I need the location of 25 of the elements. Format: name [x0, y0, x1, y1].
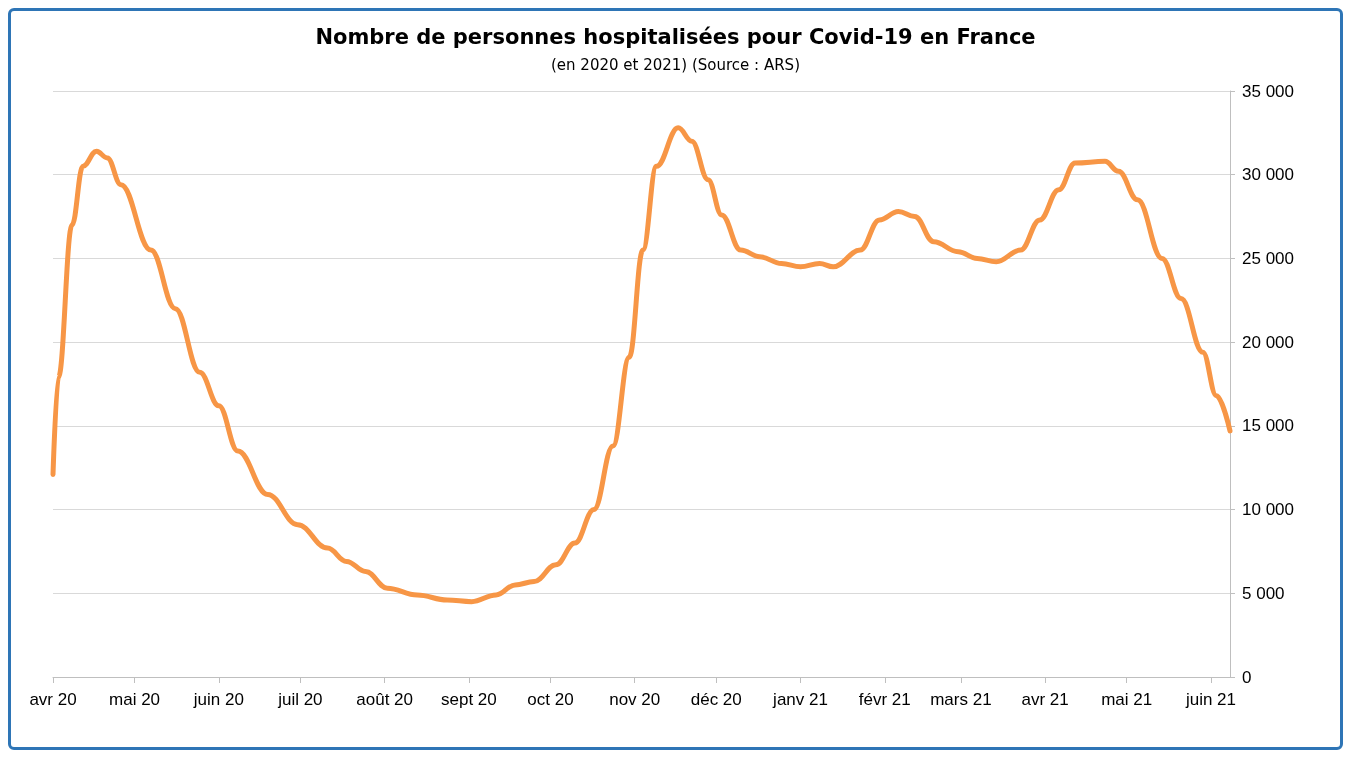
y-tick-label: 10 000	[1242, 500, 1294, 520]
chart-subtitle: (en 2020 et 2021) (Source : ARS)	[551, 55, 800, 74]
y-tick-label: 5 000	[1242, 583, 1285, 603]
y-tick-label: 20 000	[1242, 332, 1294, 352]
x-tick-label: oct 20	[527, 690, 574, 709]
x-tick-label: nov 20	[609, 690, 661, 709]
x-tick-label: juil 20	[277, 690, 323, 709]
x-tick-label: juin 20	[192, 690, 244, 709]
x-tick-label: avr 20	[29, 690, 77, 709]
x-tick-label: mai 20	[109, 690, 161, 709]
y-tick-label: 0	[1242, 667, 1252, 687]
y-tick-label: 30 000	[1242, 165, 1294, 185]
y-tick-label: 35 000	[1242, 81, 1294, 101]
x-tick-label: déc 20	[690, 690, 742, 709]
x-tick-label: juin 21	[1184, 690, 1237, 709]
y-tick-label: 15 000	[1242, 416, 1294, 436]
x-tick-label: janv 21	[772, 690, 828, 709]
x-tick-label: mai 21	[1101, 690, 1153, 709]
x-tick-label: févr 21	[858, 690, 911, 709]
y-tick-label: 25 000	[1242, 248, 1294, 268]
x-tick-label: avr 21	[1021, 690, 1069, 709]
x-tick-label: mars 21	[930, 690, 992, 709]
x-tick-label: sept 20	[441, 690, 497, 709]
x-tick-label: août 20	[356, 690, 413, 709]
chart-title: Nombre de personnes hospitalisées pour Covid-19 en France	[315, 24, 1036, 49]
